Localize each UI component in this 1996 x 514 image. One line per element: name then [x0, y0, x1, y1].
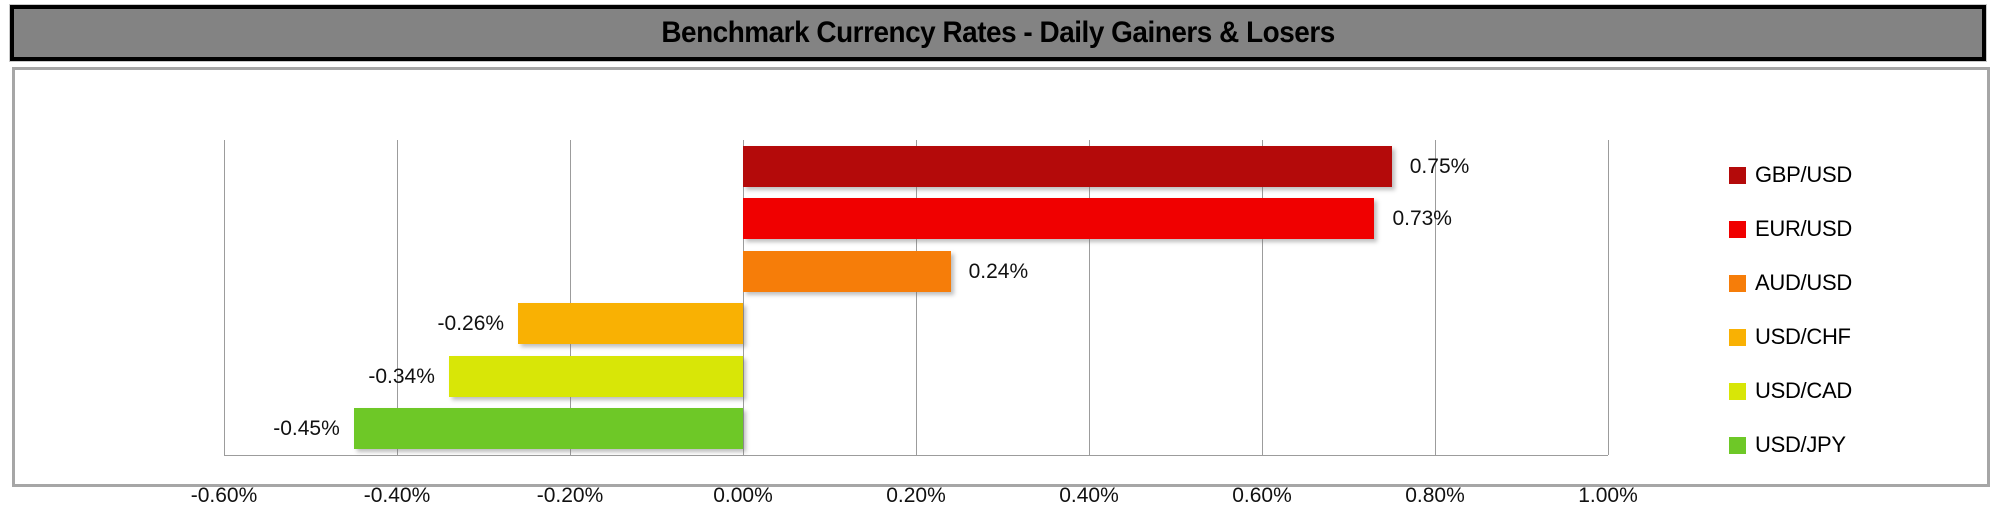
data-label-usd-jpy: -0.45% [273, 417, 340, 441]
gridline [1608, 140, 1609, 455]
x-axis: -0.60% -0.40% -0.20% 0.00% 0.20% 0.40% 0.60% 0.… [191, 484, 1638, 514]
gridline [1262, 140, 1263, 455]
gridline [916, 140, 917, 455]
x-tick-label: 0.00% [713, 484, 773, 507]
gridline [570, 140, 571, 455]
bar-usd-cad[interactable] [448, 355, 743, 397]
bar-aud-usd[interactable] [743, 250, 951, 292]
gridline [1435, 140, 1436, 455]
x-tick-label: 0.40% [1059, 484, 1119, 507]
legend-item-usd-cad[interactable]: USD/CAD [1729, 377, 1852, 405]
legend-label: AUD/USD [1755, 270, 1852, 295]
gridline [743, 140, 744, 455]
legend-item-eur-usd[interactable]: EUR/USD [1729, 215, 1852, 243]
chart-title: Benchmark Currency Rates - Daily Gainers… [661, 16, 1335, 49]
chart-canvas: 0.75% 0.73% 0.24% -0.26% -0.34% -0.45% -0.60%… [12, 67, 1990, 507]
bar-gbp-usd[interactable] [743, 145, 1392, 187]
legend-label: GBP/USD [1755, 162, 1852, 187]
x-tick-label: 0.60% [1232, 484, 1292, 507]
data-label-usd-cad: -0.34% [368, 364, 435, 388]
legend-label: USD/JPY [1755, 432, 1846, 457]
legend-swatch-icon [1729, 436, 1746, 454]
data-label-usd-chf: -0.26% [437, 312, 505, 336]
gridline [224, 140, 225, 455]
legend-swatch-icon [1729, 328, 1746, 346]
bar-eur-usd[interactable] [743, 198, 1375, 240]
legend: GBP/USD EUR/USD AUD/USD USD/CHF USD/CAD USD/J… [1729, 161, 1852, 485]
x-tick-label: 0.20% [886, 484, 946, 507]
bar-usd-chf[interactable] [518, 303, 743, 345]
legend-item-usd-chf[interactable]: USD/CHF [1729, 323, 1852, 351]
legend-item-usd-jpy[interactable]: USD/JPY [1729, 431, 1852, 459]
legend-swatch-icon [1729, 382, 1746, 400]
x-tick-label: -0.60% [190, 484, 258, 507]
x-tick-label: 1.00% [1578, 484, 1638, 507]
x-tick-label: -0.40% [363, 484, 431, 507]
plot-area: 0.75% 0.73% 0.24% -0.26% -0.34% -0.45% [224, 140, 1609, 456]
x-tick-label: 0.80% [1405, 484, 1465, 507]
data-label-eur-usd: 0.73% [1392, 207, 1452, 231]
legend-item-gbp-usd[interactable]: GBP/USD [1729, 161, 1852, 189]
legend-label: USD/CAD [1755, 378, 1852, 403]
legend-label: USD/CHF [1755, 324, 1851, 349]
legend-label: EUR/USD [1755, 216, 1852, 241]
gridline [397, 140, 398, 455]
data-label-gbp-usd: 0.75% [1409, 154, 1470, 178]
data-label-aud-usd: 0.24% [968, 259, 1029, 283]
legend-swatch-icon [1729, 166, 1746, 184]
legend-swatch-icon [1729, 274, 1746, 292]
x-axis-line [224, 455, 1608, 456]
x-tick-label: -0.20% [536, 484, 604, 507]
gridline [1089, 140, 1090, 455]
chart-title-bar: Benchmark Currency Rates - Daily Gainers… [10, 5, 1986, 61]
legend-item-aud-usd[interactable]: AUD/USD [1729, 269, 1852, 297]
bar-usd-jpy[interactable] [353, 408, 743, 450]
legend-swatch-icon [1729, 220, 1746, 238]
